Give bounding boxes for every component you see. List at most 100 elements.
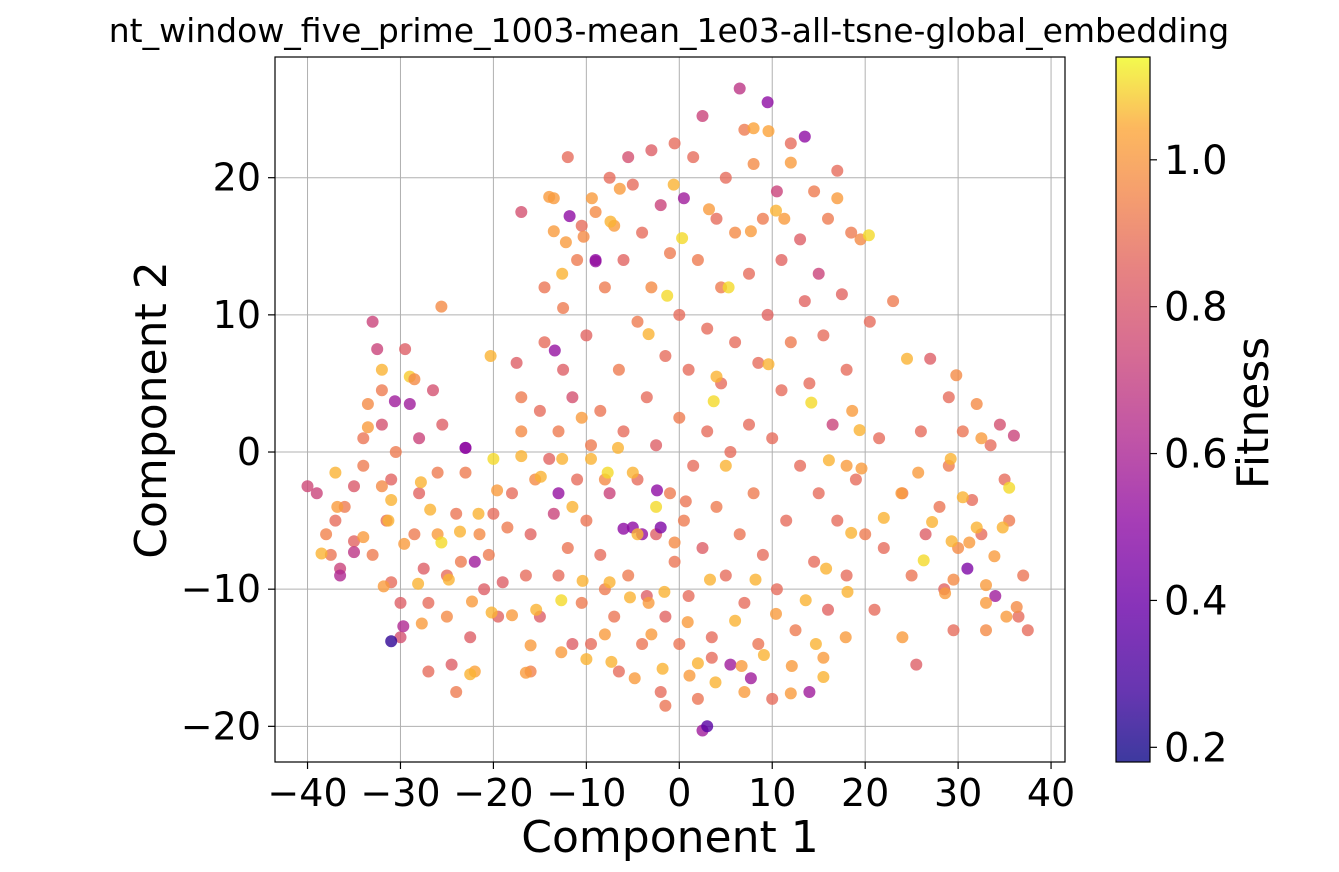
data-point <box>552 487 565 500</box>
data-point <box>719 569 732 582</box>
data-point <box>566 500 579 513</box>
data-point <box>766 692 779 705</box>
data-point <box>604 215 617 228</box>
data-point <box>484 350 497 362</box>
data-point <box>887 295 900 308</box>
data-point <box>1017 569 1030 582</box>
data-point <box>436 418 449 431</box>
data-point <box>805 396 818 409</box>
data-point <box>561 542 574 554</box>
data-point <box>357 432 370 445</box>
data-point <box>450 686 463 698</box>
data-point <box>624 591 636 604</box>
data-point <box>645 628 658 641</box>
data-point <box>371 343 384 356</box>
data-point <box>435 536 448 549</box>
data-point <box>445 658 458 671</box>
data-point <box>808 185 821 198</box>
data-point <box>348 480 360 493</box>
data-point <box>557 302 570 314</box>
data-point <box>375 363 388 376</box>
data-point <box>515 206 528 218</box>
data-point <box>361 421 374 434</box>
data-point <box>747 122 760 135</box>
data-point <box>683 669 696 682</box>
data-point <box>612 665 625 678</box>
y-tick-label: 10 <box>213 293 261 337</box>
data-point <box>752 356 765 369</box>
data-point <box>659 699 672 712</box>
data-point <box>673 411 686 424</box>
data-point <box>375 418 388 431</box>
data-point <box>552 425 565 438</box>
data-point <box>659 610 672 623</box>
data-point <box>622 569 635 582</box>
data-point <box>677 514 690 527</box>
colorbar-gradient <box>1115 56 1151 763</box>
data-point <box>403 398 416 410</box>
data-point <box>566 391 579 404</box>
data-point <box>996 521 1009 534</box>
data-point <box>412 577 425 590</box>
x-tick-label: 40 <box>1027 771 1075 815</box>
data-point <box>822 212 834 225</box>
data-point <box>729 336 742 349</box>
data-point <box>817 329 830 342</box>
y-tick-label: 0 <box>237 430 261 474</box>
data-point <box>427 384 439 397</box>
data-point <box>677 192 690 205</box>
data-point <box>845 226 858 239</box>
data-point <box>603 576 616 589</box>
data-point <box>733 82 746 95</box>
data-point <box>970 398 983 410</box>
data-point <box>839 631 852 644</box>
data-point <box>361 398 374 410</box>
data-point <box>585 452 597 465</box>
data-point <box>580 329 593 342</box>
data-point <box>661 289 674 302</box>
data-point <box>515 391 528 404</box>
data-point <box>580 653 593 666</box>
data-point <box>442 573 455 586</box>
data-point <box>696 542 709 554</box>
data-point <box>749 573 762 586</box>
data-point <box>831 192 844 205</box>
data-point <box>548 344 561 357</box>
data-point <box>530 603 543 616</box>
data-point <box>640 391 653 404</box>
data-point <box>473 528 486 541</box>
data-point <box>933 500 946 513</box>
data-point <box>555 646 568 659</box>
data-point <box>435 300 448 313</box>
data-point <box>831 514 844 527</box>
scatter-points <box>301 82 1034 737</box>
data-point <box>478 583 491 596</box>
data-point <box>701 720 714 733</box>
data-point <box>945 535 958 548</box>
data-point <box>329 514 342 527</box>
data-point <box>956 491 969 504</box>
data-point <box>863 315 876 328</box>
data-point <box>605 655 618 668</box>
data-point <box>524 528 537 541</box>
data-point <box>970 521 983 534</box>
data-point <box>831 164 844 177</box>
data-point <box>840 363 853 376</box>
data-point <box>735 660 748 672</box>
data-point <box>389 446 402 458</box>
data-point <box>896 631 909 644</box>
data-point <box>799 594 812 607</box>
data-point <box>809 638 822 650</box>
data-point <box>770 185 783 198</box>
colorbar-tick-label: 0.6 <box>1164 432 1228 478</box>
data-point <box>812 267 825 280</box>
data-point <box>645 281 658 294</box>
data-point <box>645 144 658 157</box>
x-tick-label: −10 <box>546 771 626 815</box>
data-point <box>780 514 793 527</box>
data-point <box>817 671 830 683</box>
data-point <box>747 158 760 170</box>
data-point <box>761 96 774 109</box>
data-point <box>329 466 342 479</box>
data-point <box>617 522 630 535</box>
